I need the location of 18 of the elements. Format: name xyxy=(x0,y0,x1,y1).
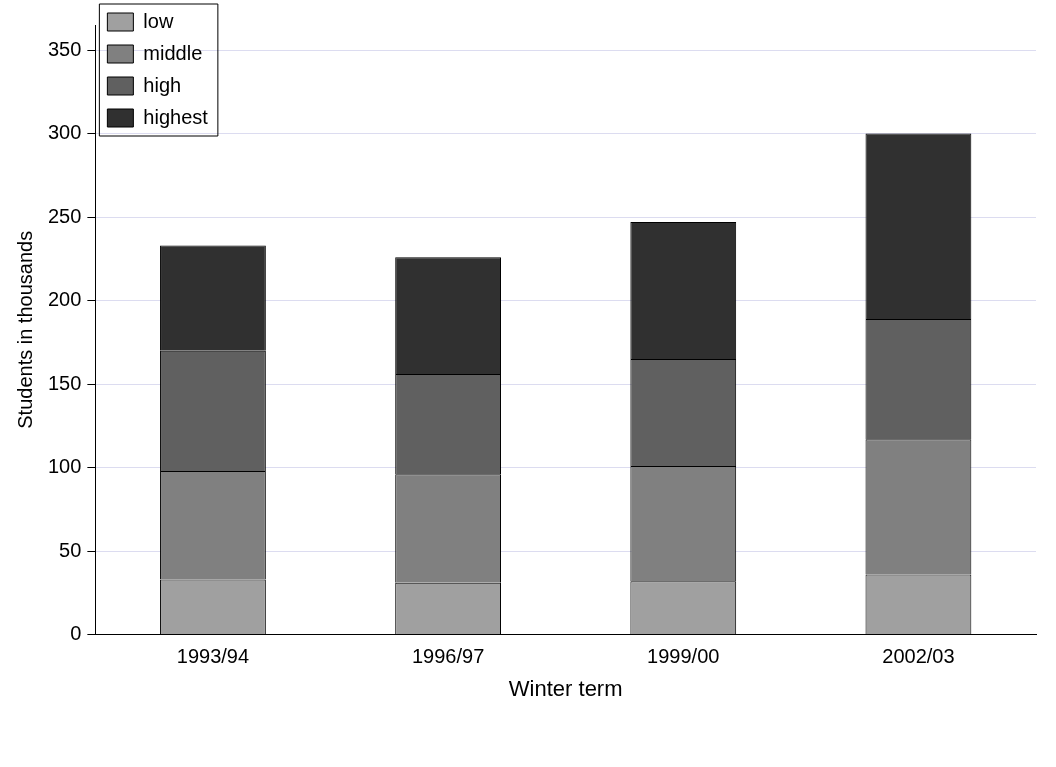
y-tick-label: 350 xyxy=(47,37,82,60)
y-axis-title: Students in thousands xyxy=(13,230,36,429)
y-tick-label: 0 xyxy=(70,622,82,645)
legend-label: middle xyxy=(143,41,203,64)
y-tick-label: 150 xyxy=(47,371,82,394)
y-tick-label: 300 xyxy=(47,121,82,144)
y-tick-label: 250 xyxy=(47,204,82,227)
legend-label: highest xyxy=(143,105,209,128)
y-tick-label: 50 xyxy=(59,538,82,561)
x-tick-label: 2002/03 xyxy=(882,645,955,668)
x-tick-label: 1996/97 xyxy=(411,645,485,668)
legend-label: low xyxy=(143,9,174,32)
y-tick-label: 200 xyxy=(47,288,82,311)
legend-label: high xyxy=(143,73,182,96)
y-tick-label: 100 xyxy=(47,455,82,478)
x-axis-title: Winter term xyxy=(508,675,623,701)
x-tick-label: 1999/00 xyxy=(647,645,720,668)
x-tick-label: 1993/94 xyxy=(176,645,250,668)
